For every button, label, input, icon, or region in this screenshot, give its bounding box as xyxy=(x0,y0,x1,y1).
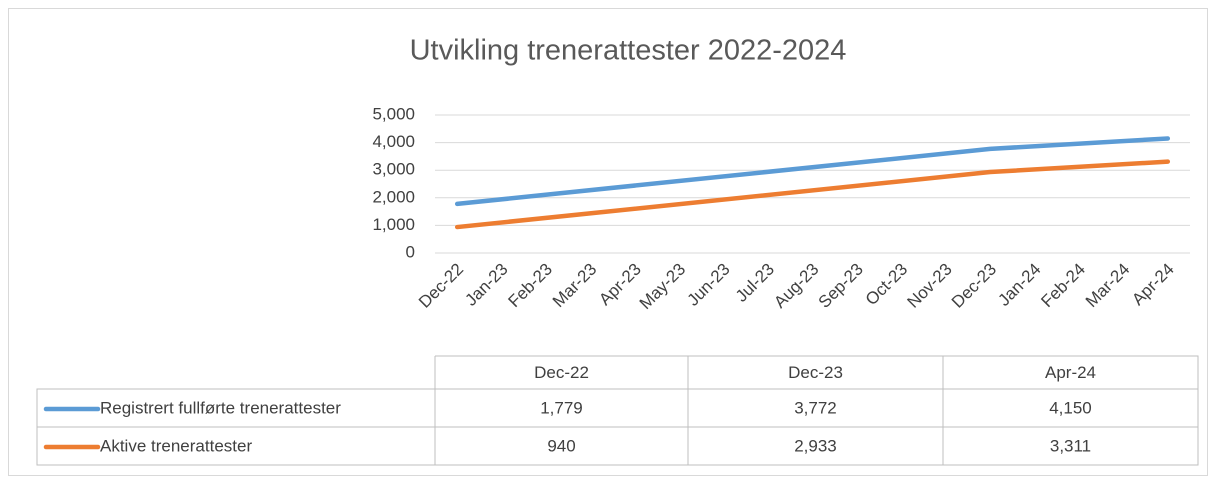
y-tick-label: 1,000 xyxy=(372,215,415,234)
y-tick-label: 3,000 xyxy=(372,160,415,179)
table-header: Dec-23 xyxy=(788,363,843,382)
table-header: Dec-22 xyxy=(534,363,589,382)
legend-label: Aktive trenerattester xyxy=(100,436,252,455)
y-tick-label: 2,000 xyxy=(372,187,415,206)
table-header: Apr-24 xyxy=(1045,363,1096,382)
table-value: 4,150 xyxy=(1049,398,1092,417)
line-series xyxy=(454,159,1171,230)
table-border xyxy=(36,355,1199,466)
table-value: 940 xyxy=(547,436,575,455)
table-value: 3,772 xyxy=(794,398,837,417)
table-value: 2,933 xyxy=(794,436,837,455)
chart-title: Utvikling trenerattester 2022-2024 xyxy=(410,35,847,67)
y-tick-label: 4,000 xyxy=(372,132,415,151)
legend-label: Registrert fullførte trenerattester xyxy=(100,398,341,417)
y-tick-label: 0 xyxy=(406,242,415,261)
chart-border xyxy=(8,8,1208,476)
table-value: 3,311 xyxy=(1050,436,1091,455)
table-value: 1,779 xyxy=(540,398,583,417)
y-tick-label: 5,000 xyxy=(372,104,415,123)
line-series xyxy=(454,136,1171,207)
